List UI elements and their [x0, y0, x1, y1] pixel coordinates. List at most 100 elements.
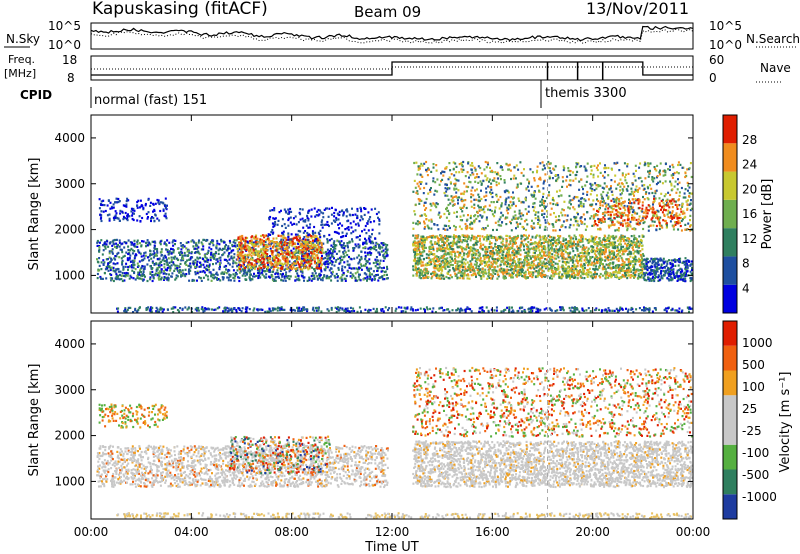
scatter-point	[318, 242, 321, 245]
scatter-point	[455, 235, 457, 238]
scatter-point	[297, 249, 300, 252]
scatter-point	[378, 266, 381, 269]
scatter-point	[501, 243, 504, 246]
scatter-point	[206, 260, 209, 263]
scatter-point	[554, 270, 557, 273]
scatter-point	[136, 206, 139, 209]
scatter-point	[245, 248, 248, 252]
scatter-point	[311, 266, 314, 269]
scatter-point	[641, 268, 644, 271]
scatter-point	[336, 231, 339, 234]
scatter-point	[453, 237, 456, 240]
scatter-point	[270, 250, 273, 253]
scatter-point	[280, 238, 283, 241]
scatter-point	[336, 279, 339, 282]
scatter-point	[179, 262, 182, 266]
scatter-point	[619, 236, 622, 239]
scatter-point	[193, 251, 196, 254]
scatter-point	[167, 257, 170, 260]
scatter-point	[298, 252, 301, 255]
scatter-point	[239, 264, 242, 267]
scatter-point	[308, 276, 311, 279]
scatter-point	[309, 261, 312, 264]
scatter-point	[263, 240, 265, 243]
scatter-point	[502, 275, 505, 278]
scatter-point	[246, 265, 249, 268]
scatter-point	[256, 237, 259, 240]
scatter-point	[534, 251, 536, 254]
scatter-point	[368, 272, 371, 275]
scatter-point	[641, 248, 644, 251]
scatter-point	[194, 273, 197, 276]
scatter-point	[102, 199, 105, 202]
scatter-point	[551, 253, 554, 256]
scatter-point	[509, 269, 512, 272]
scatter-point	[573, 241, 575, 244]
scatter-point	[188, 258, 191, 261]
scatter-point	[498, 258, 501, 261]
scatter-point	[205, 264, 208, 267]
scatter-point	[368, 218, 371, 221]
scatter-point	[483, 257, 486, 260]
scatter-point	[319, 239, 322, 242]
scatter-point	[307, 249, 310, 253]
scatter-point	[633, 265, 636, 268]
scatter-point	[118, 219, 121, 222]
scatter-point	[517, 270, 520, 273]
scatter-point	[544, 262, 547, 265]
scatter-point	[566, 258, 569, 261]
scatter-point	[467, 251, 470, 254]
scatter-point	[184, 275, 187, 278]
scatter-point	[519, 253, 522, 256]
scatter-point	[542, 245, 545, 248]
scatter-point	[282, 279, 285, 282]
scatter-point	[561, 246, 564, 249]
scatter-point	[230, 251, 233, 254]
scatter-point	[330, 222, 333, 225]
scatter-point	[617, 259, 620, 262]
scatter-point	[520, 237, 523, 240]
scatter-point	[182, 272, 185, 275]
scatter-point	[124, 211, 127, 215]
scatter-point	[331, 245, 334, 248]
scatter-point	[182, 257, 184, 260]
scatter-point	[330, 244, 333, 247]
scatter-point	[378, 223, 381, 226]
scatter-point	[516, 250, 518, 253]
scatter-point	[199, 261, 201, 264]
scatter-point	[297, 242, 300, 245]
scatter-point	[142, 271, 145, 274]
scatter-point	[364, 237, 366, 240]
scatter-point	[305, 245, 308, 249]
scatter-point	[306, 243, 309, 246]
scatter-point	[527, 266, 530, 269]
scatter-point	[635, 245, 637, 248]
scatter-point	[206, 275, 209, 278]
scatter-point	[250, 262, 253, 265]
scatter-point	[231, 244, 234, 247]
scatter-point	[506, 249, 509, 252]
scatter-point	[170, 247, 172, 250]
scatter-point	[623, 248, 626, 251]
scatter-point	[171, 248, 174, 251]
scatter-point	[111, 277, 114, 280]
scatter-point	[453, 239, 455, 242]
scatter-point	[505, 244, 508, 247]
scatter-point	[537, 256, 540, 259]
scatter-point	[298, 211, 301, 214]
scatter-point	[140, 204, 143, 207]
scatter-point	[173, 269, 176, 272]
scatter-point	[616, 246, 619, 249]
scatter-point	[381, 275, 383, 278]
scatter-point	[427, 271, 429, 275]
scatter-point	[565, 250, 567, 253]
scatter-point	[427, 263, 430, 266]
scatter-point	[302, 237, 305, 241]
scatter-point	[98, 264, 101, 267]
scatter-point	[298, 258, 300, 261]
scatter-point	[486, 260, 489, 263]
scatter-point	[523, 271, 526, 275]
scatter-point	[217, 249, 220, 252]
scatter-point	[341, 209, 344, 212]
